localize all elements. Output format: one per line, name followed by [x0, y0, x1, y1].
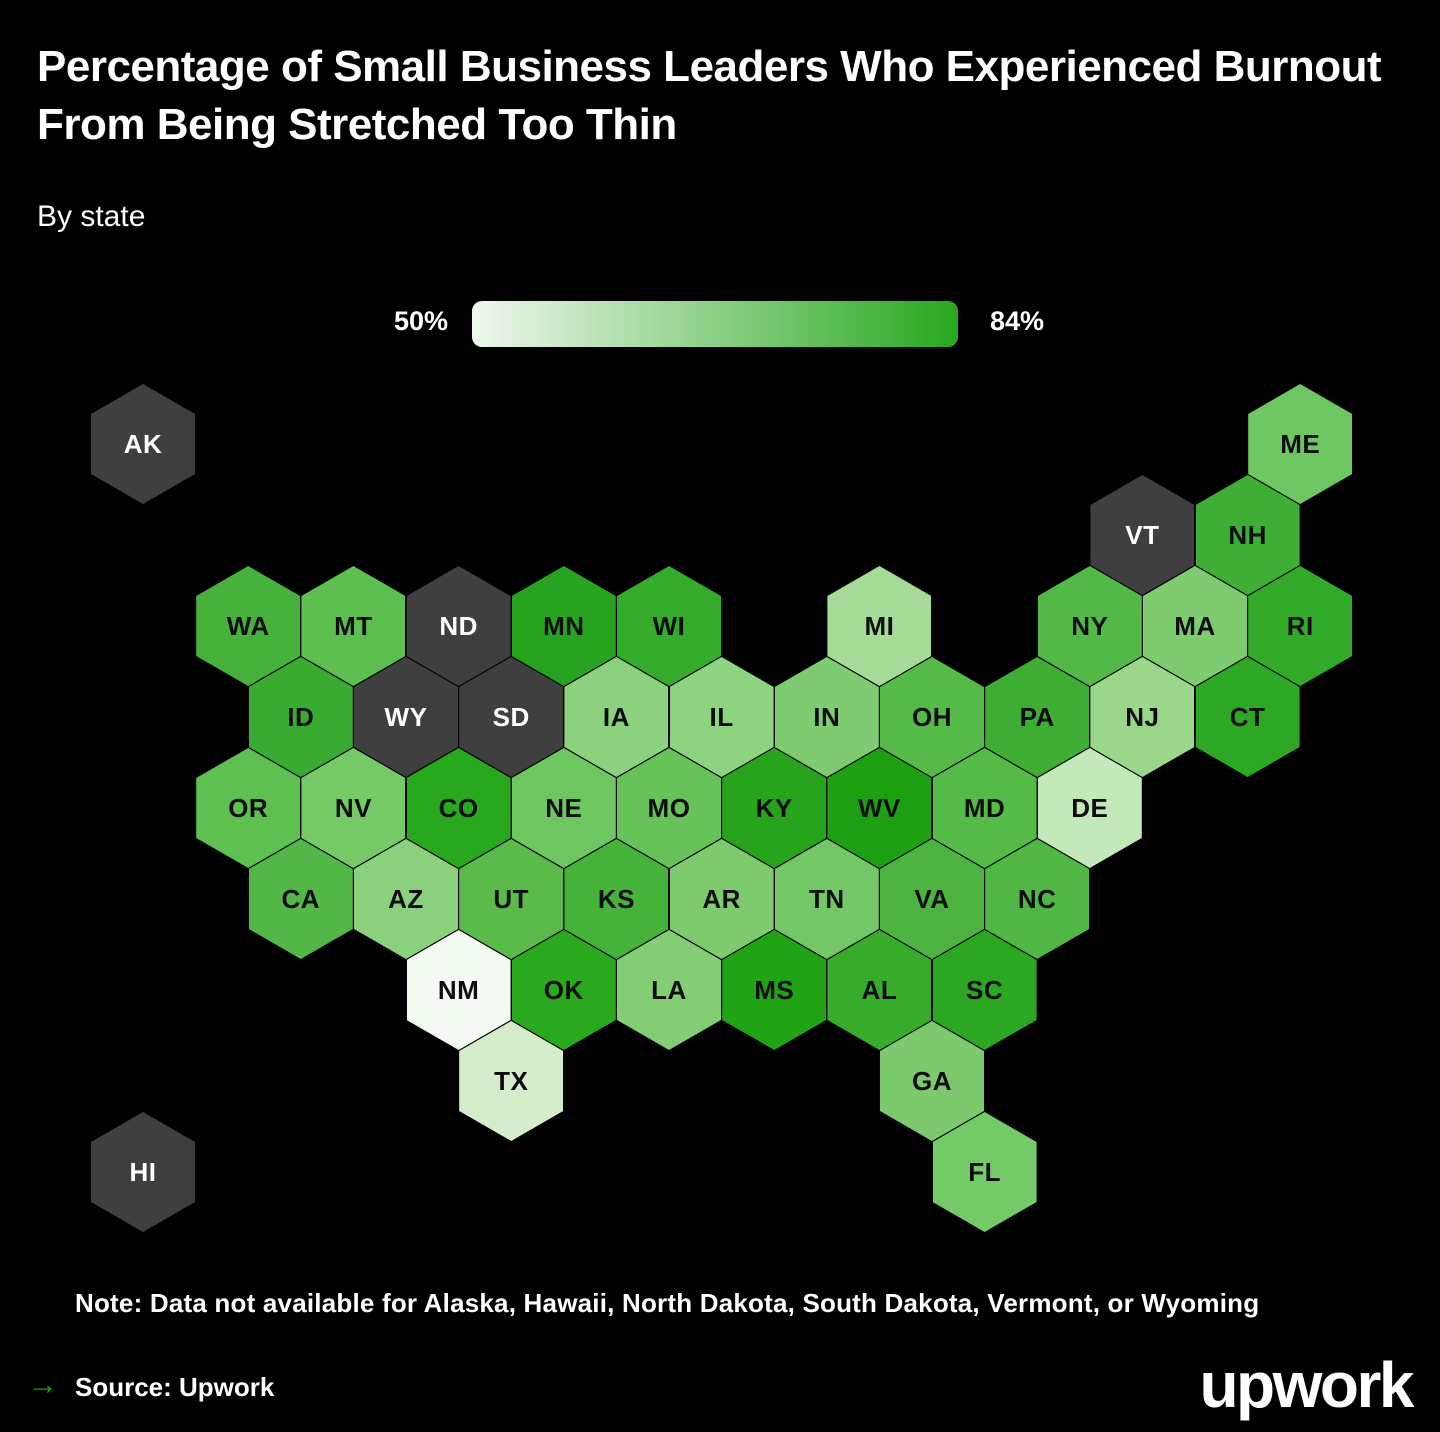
state-label-NE: NE	[545, 792, 583, 823]
state-label-HI: HI	[129, 1156, 157, 1187]
state-hex-NH: NH	[1195, 475, 1300, 595]
state-label-MI: MI	[864, 610, 895, 641]
state-label-LA: LA	[651, 974, 687, 1005]
state-label-NY: NY	[1071, 610, 1109, 641]
state-hex-MT: MT	[301, 566, 406, 686]
footnote: Note: Data not available for Alaska, Haw…	[75, 1288, 1260, 1318]
state-label-CO: CO	[438, 792, 479, 823]
state-hex-ME: ME	[1248, 384, 1353, 504]
source-attribution: Source: Upwork	[75, 1372, 275, 1402]
state-label-VT: VT	[1125, 519, 1160, 550]
state-label-OK: OK	[543, 974, 584, 1005]
state-label-MO: MO	[647, 792, 691, 823]
state-hex-AZ: AZ	[354, 839, 458, 959]
state-label-AZ: AZ	[388, 883, 424, 914]
state-hex-ID: ID	[248, 657, 353, 777]
state-label-WI: WI	[652, 610, 686, 641]
page-subtitle: By state	[37, 200, 146, 233]
state-label-SC: SC	[966, 974, 1004, 1005]
state-hex-WY: WY	[354, 657, 458, 777]
state-label-TX: TX	[494, 1065, 529, 1096]
state-label-ND: ND	[439, 610, 478, 641]
page-title: Percentage of Small Business Leaders Who…	[37, 42, 1382, 150]
state-label-AR: AR	[702, 883, 741, 914]
state-label-NH: NH	[1228, 519, 1267, 550]
state-hex-HI: HI	[91, 1112, 195, 1232]
state-hex-AK: AK	[91, 384, 195, 504]
upwork-logo: upwork	[1199, 1349, 1414, 1421]
state-label-CT: CT	[1229, 701, 1266, 732]
state-label-OR: OR	[228, 792, 269, 823]
state-hex-CT: CT	[1195, 657, 1300, 777]
state-label-NV: NV	[334, 792, 372, 823]
state-label-WA: WA	[226, 610, 270, 641]
color-scale-legend: 50% 84%	[0, 298, 1440, 348]
state-label-DE: DE	[1071, 792, 1109, 823]
state-label-ME: ME	[1280, 428, 1321, 459]
state-hex-CA: CA	[248, 839, 353, 959]
legend-min-label: 50%	[393, 306, 448, 336]
state-label-FL: FL	[968, 1156, 1001, 1187]
state-label-NJ: NJ	[1125, 701, 1160, 732]
state-hex-CO: CO	[406, 748, 511, 868]
state-label-TN: TN	[808, 883, 845, 914]
state-hex-NJ: NJ	[1090, 657, 1195, 777]
state-label-CA: CA	[281, 883, 321, 914]
state-label-GA: GA	[912, 1065, 952, 1096]
state-label-MT: MT	[334, 610, 373, 641]
state-label-MN: MN	[543, 610, 585, 641]
state-hex-VT: VT	[1090, 475, 1195, 595]
arrow-right-icon: →	[28, 1368, 58, 1401]
state-hex-DE: DE	[1037, 748, 1142, 868]
state-label-MS: MS	[754, 974, 795, 1005]
state-label-MD: MD	[963, 792, 1006, 823]
state-hex-ND: ND	[406, 566, 511, 686]
legend-gradient-bar	[472, 301, 958, 347]
state-label-PA: PA	[1019, 701, 1055, 732]
state-label-AL: AL	[861, 974, 898, 1005]
state-label-AK: AK	[123, 428, 163, 459]
state-label-ID: ID	[287, 701, 315, 732]
state-hex-MA: MA	[1143, 566, 1247, 686]
state-label-IL: IL	[709, 701, 734, 732]
state-label-WV: WV	[857, 792, 901, 823]
state-label-IA: IA	[602, 701, 630, 732]
state-label-RI: RI	[1286, 610, 1314, 641]
state-label-NC: NC	[1017, 883, 1057, 914]
state-label-UT: UT	[493, 883, 530, 914]
state-label-OH: OH	[912, 701, 952, 732]
state-hex-NY: NY	[1037, 566, 1142, 686]
state-hex-RI: RI	[1248, 566, 1353, 686]
legend-max-label: 84%	[990, 306, 1045, 336]
state-hex-NV: NV	[301, 748, 406, 868]
state-label-KY: KY	[755, 792, 793, 823]
state-label-WY: WY	[384, 701, 428, 732]
state-hex-NM: NM	[406, 930, 511, 1050]
state-label-IN: IN	[813, 701, 841, 732]
state-label-NM: NM	[437, 974, 480, 1005]
state-label-SD: SD	[492, 701, 530, 732]
state-label-MA: MA	[1174, 610, 1216, 641]
state-label-VA: VA	[914, 883, 950, 914]
state-label-KS: KS	[597, 883, 635, 914]
